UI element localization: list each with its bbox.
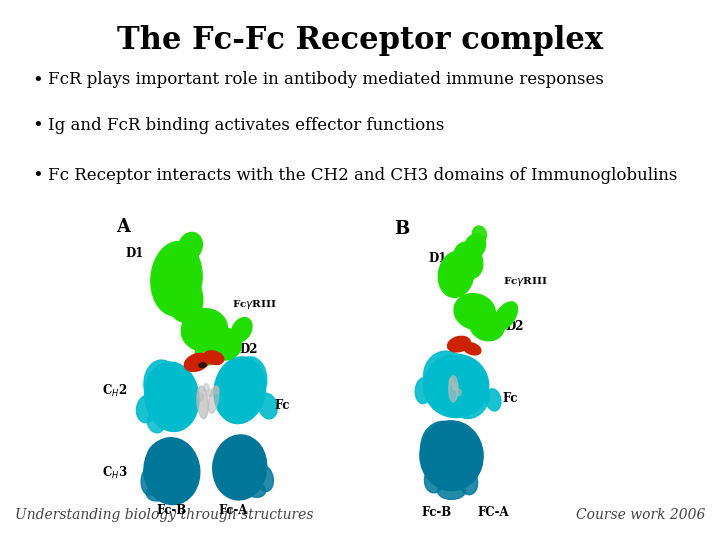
Text: Fc-B: Fc-B bbox=[156, 504, 186, 517]
Ellipse shape bbox=[212, 435, 266, 500]
Text: D2: D2 bbox=[505, 320, 524, 333]
Ellipse shape bbox=[459, 469, 477, 495]
Ellipse shape bbox=[207, 389, 213, 397]
Ellipse shape bbox=[469, 310, 504, 341]
Ellipse shape bbox=[136, 395, 157, 423]
Ellipse shape bbox=[204, 327, 241, 360]
Text: Understanding biology through structures: Understanding biology through structures bbox=[15, 508, 313, 522]
Ellipse shape bbox=[438, 251, 474, 298]
Ellipse shape bbox=[256, 465, 274, 491]
Ellipse shape bbox=[148, 413, 165, 433]
Text: A: A bbox=[116, 218, 130, 236]
Ellipse shape bbox=[198, 393, 204, 401]
Text: C$_H$3: C$_H$3 bbox=[102, 465, 127, 481]
Ellipse shape bbox=[453, 383, 457, 390]
Ellipse shape bbox=[214, 387, 220, 394]
Ellipse shape bbox=[141, 465, 160, 495]
Ellipse shape bbox=[160, 248, 179, 272]
Text: D2: D2 bbox=[240, 343, 258, 356]
Ellipse shape bbox=[181, 309, 228, 351]
Text: Fc-B: Fc-B bbox=[422, 506, 452, 519]
Ellipse shape bbox=[425, 465, 445, 493]
Ellipse shape bbox=[447, 372, 489, 418]
Ellipse shape bbox=[443, 436, 482, 484]
Ellipse shape bbox=[493, 302, 518, 330]
Ellipse shape bbox=[454, 294, 495, 329]
Ellipse shape bbox=[199, 363, 206, 368]
Text: FC-A: FC-A bbox=[477, 506, 509, 519]
Ellipse shape bbox=[145, 441, 185, 489]
Ellipse shape bbox=[454, 242, 483, 279]
Ellipse shape bbox=[204, 384, 209, 391]
Ellipse shape bbox=[209, 386, 219, 413]
Text: Fc: Fc bbox=[503, 392, 518, 405]
Ellipse shape bbox=[472, 226, 487, 242]
Ellipse shape bbox=[463, 342, 481, 355]
Text: Fc$\gamma$RIII: Fc$\gamma$RIII bbox=[233, 298, 277, 310]
Text: •: • bbox=[32, 116, 43, 134]
Ellipse shape bbox=[165, 272, 203, 322]
Text: Fc: Fc bbox=[274, 399, 289, 412]
Ellipse shape bbox=[144, 360, 181, 411]
Text: C$_H$2: C$_H$2 bbox=[102, 383, 127, 399]
Ellipse shape bbox=[228, 440, 265, 486]
Ellipse shape bbox=[423, 354, 489, 417]
Ellipse shape bbox=[258, 393, 277, 419]
Ellipse shape bbox=[420, 421, 483, 490]
Ellipse shape bbox=[420, 421, 467, 475]
Ellipse shape bbox=[231, 318, 252, 342]
Text: Fc Receptor interacts with the CH2 and CH3 domains of Immunoglobulins: Fc Receptor interacts with the CH2 and C… bbox=[48, 166, 678, 184]
Ellipse shape bbox=[456, 389, 462, 396]
Ellipse shape bbox=[145, 362, 199, 431]
Ellipse shape bbox=[214, 357, 266, 423]
Text: D1: D1 bbox=[428, 252, 446, 265]
Ellipse shape bbox=[197, 386, 208, 418]
Text: D1: D1 bbox=[125, 247, 144, 260]
Ellipse shape bbox=[246, 482, 266, 497]
Ellipse shape bbox=[438, 483, 465, 500]
Ellipse shape bbox=[449, 376, 458, 402]
Ellipse shape bbox=[486, 389, 501, 411]
Ellipse shape bbox=[231, 357, 267, 405]
Text: Course work 2006: Course work 2006 bbox=[575, 508, 705, 522]
Ellipse shape bbox=[423, 351, 470, 402]
Text: Fc-A: Fc-A bbox=[218, 504, 248, 517]
Text: B: B bbox=[394, 220, 409, 238]
Text: The Fc-Fc Receptor complex: The Fc-Fc Receptor complex bbox=[117, 24, 603, 56]
Text: FcR plays important role in antibody mediated immune responses: FcR plays important role in antibody med… bbox=[48, 71, 604, 89]
Ellipse shape bbox=[144, 438, 199, 504]
Text: Fc$\gamma$RIII: Fc$\gamma$RIII bbox=[503, 275, 547, 288]
Text: •: • bbox=[32, 166, 43, 184]
Text: •: • bbox=[32, 71, 43, 89]
Ellipse shape bbox=[464, 234, 485, 259]
Ellipse shape bbox=[195, 341, 223, 365]
Ellipse shape bbox=[449, 378, 454, 384]
Ellipse shape bbox=[448, 336, 470, 352]
Ellipse shape bbox=[204, 351, 224, 364]
Ellipse shape bbox=[179, 232, 202, 260]
Ellipse shape bbox=[184, 353, 210, 372]
Ellipse shape bbox=[150, 241, 202, 316]
Ellipse shape bbox=[415, 377, 432, 403]
Ellipse shape bbox=[146, 484, 169, 501]
Text: Ig and FcR binding activates effector functions: Ig and FcR binding activates effector fu… bbox=[48, 117, 444, 133]
